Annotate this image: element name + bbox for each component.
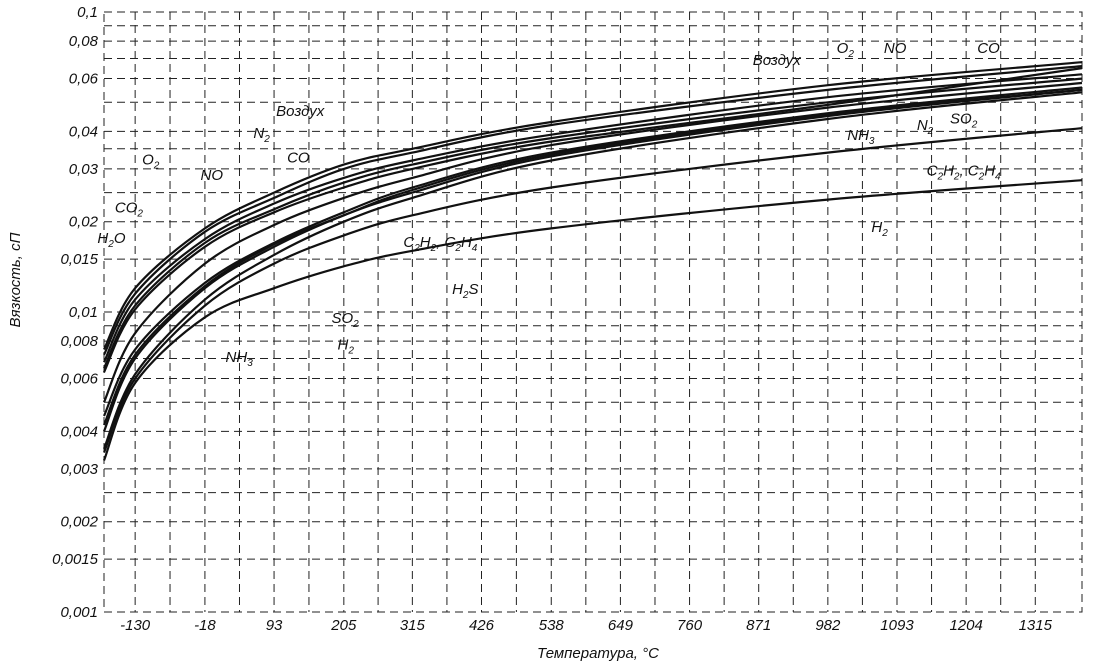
curve-label: SO2​ — [950, 110, 978, 130]
series-line-co — [103, 67, 1083, 373]
x-tick-label: 1093 — [880, 617, 914, 634]
y-tick-label: 0,0015 — [52, 551, 99, 568]
series-line-h2o — [102, 88, 1083, 432]
curve-label: NH3​ — [226, 349, 254, 369]
curve-label: NO — [884, 40, 907, 57]
y-tick-label: 0,01 — [69, 304, 98, 321]
y-tick-label: 0,08 — [69, 33, 99, 50]
y-tick-label: 0,001 — [60, 604, 98, 621]
y-tick-label: 0,02 — [69, 214, 99, 231]
curve-label: H2​O — [97, 230, 125, 250]
y-tick-label: 0,006 — [60, 371, 98, 388]
series-curves — [102, 61, 1083, 461]
curve-label: C2​H2​, C2​H4​ — [927, 163, 1001, 183]
x-tick-label: -18 — [194, 617, 216, 634]
x-tick-label: -130 — [120, 617, 151, 634]
curve-labels: O2​ NO N2​ Воздух CO CO2​ H2​O SO2​ NH3​ H2​ H2​S C… — [97, 40, 1001, 369]
y-tick-label: 0,008 — [60, 333, 98, 350]
y-tick-label: 0,04 — [69, 123, 98, 140]
y-tick-label: 0,06 — [69, 71, 99, 88]
x-tick-label: 426 — [469, 617, 495, 634]
curve-label: NO — [201, 167, 224, 184]
curve-label: H2​ — [871, 219, 888, 239]
x-tick-label: 982 — [815, 617, 841, 634]
x-tick-label: 1315 — [1019, 617, 1053, 634]
y-tick-label: 0,1 — [77, 4, 98, 21]
curve-label: CO — [977, 40, 1000, 57]
series-line-nh3 — [102, 91, 1083, 450]
x-tick-label: 315 — [400, 617, 426, 634]
series-line-o2 — [103, 61, 1083, 350]
curve-label: O2​ — [837, 40, 855, 60]
series-line-so2 — [103, 86, 1083, 417]
curve-label: CO2​ — [115, 199, 144, 219]
y-tick-label: 0,002 — [60, 514, 98, 531]
y-tick-label: 0,015 — [60, 251, 98, 268]
curve-label: SO2​ — [331, 310, 359, 330]
curve-label: C2​H2​, C2​H4​ — [403, 234, 477, 254]
curve-label: N2​ — [253, 125, 270, 145]
curve-label: O2​ — [142, 152, 160, 172]
y-tick-label: 0,003 — [60, 461, 98, 478]
series-line-n2 — [103, 77, 1083, 369]
curve-label: Воздух — [276, 103, 325, 120]
y-tick-labels: 0,001 0,0015 0,002 0,003 0,004 0,006 0,008 0,01… — [52, 4, 99, 621]
curve-label: NH3​ — [847, 127, 875, 147]
x-tick-label: 760 — [677, 617, 703, 634]
x-tick-label: 205 — [330, 617, 357, 634]
x-tick-label: 871 — [746, 617, 771, 634]
curve-label: H2​ — [337, 336, 354, 356]
curve-label: N2​ — [917, 117, 934, 137]
curve-label: CO — [287, 150, 310, 167]
series-line-no — [103, 65, 1083, 356]
y-tick-label: 0,004 — [60, 423, 98, 440]
grid — [104, 11, 1082, 613]
x-tick-label: 538 — [539, 617, 565, 634]
series-line-h2 — [102, 179, 1083, 461]
plot-frame — [103, 11, 1083, 613]
series-line-co2 — [102, 81, 1083, 403]
series-line-h2s — [102, 88, 1083, 426]
y-tick-label: 0,03 — [69, 161, 99, 178]
curve-label: Воздух — [753, 52, 802, 69]
x-tick-label: 93 — [266, 617, 283, 634]
plot-border — [103, 11, 1083, 613]
x-tick-labels: -130 -18 93 205 315 426 538 649 760 871 982 1093 120… — [120, 617, 1052, 634]
x-tick-label: 649 — [608, 617, 634, 634]
curve-label: H2​S — [452, 281, 478, 301]
series-line-c2h2-c2h4 — [102, 127, 1083, 454]
series-line-воздух — [103, 73, 1083, 363]
x-axis-title: Температура, °C — [537, 645, 659, 662]
y-axis-title: Вязкость, сП — [7, 232, 24, 327]
x-tick-label: 1204 — [949, 617, 982, 634]
